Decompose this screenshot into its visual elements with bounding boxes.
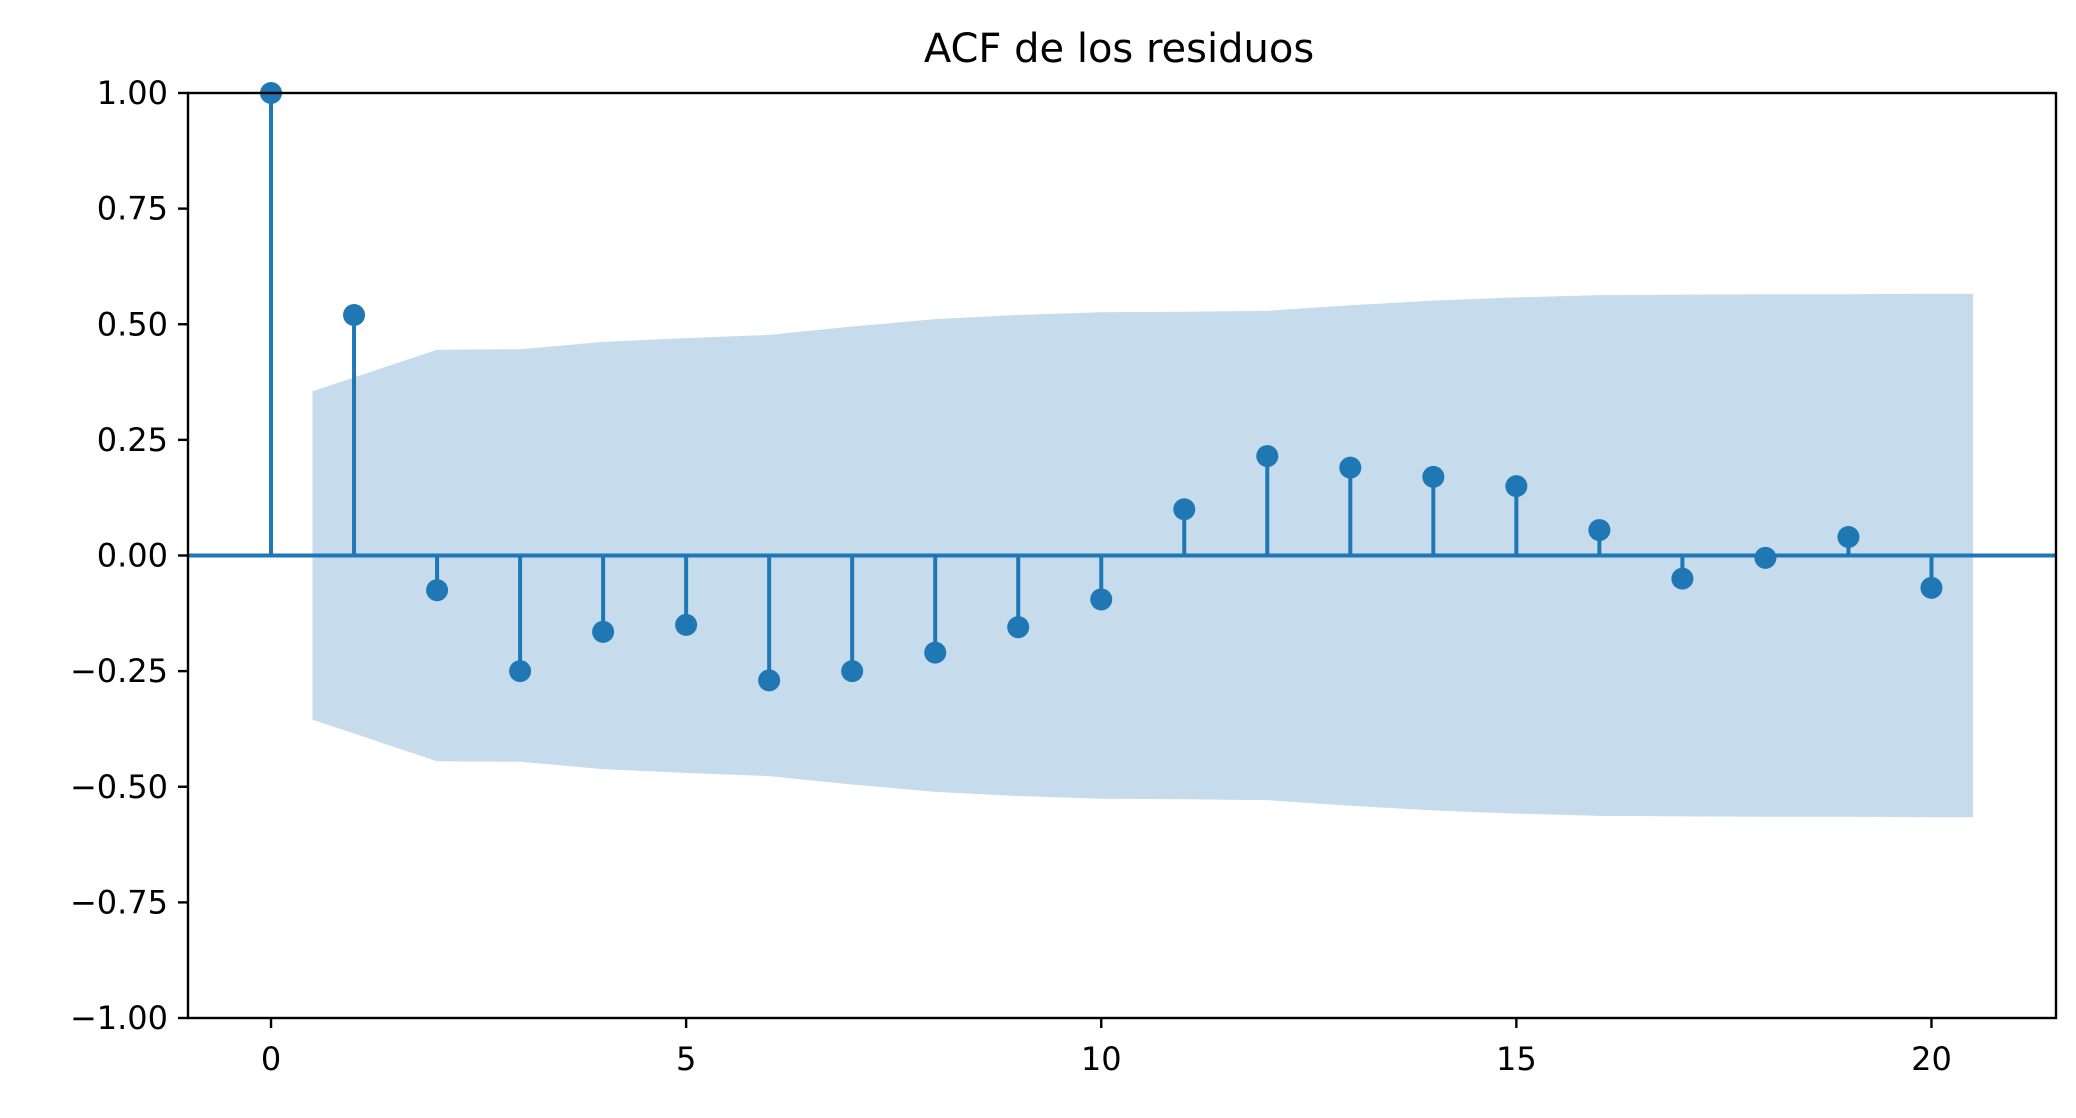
y-tick-label: −0.50 (70, 768, 168, 806)
y-tick-label: 0.50 (97, 305, 168, 343)
y-tick-label: 1.00 (97, 74, 168, 112)
acf-point-18 (1754, 546, 1777, 569)
acf-point-15 (1505, 475, 1528, 498)
x-tick-label: 20 (1911, 1040, 1952, 1078)
y-tick-label: −1.00 (70, 999, 168, 1037)
x-tick-label: 10 (1081, 1040, 1122, 1078)
x-ticks-layer: 0 5 10 15 20 (261, 1018, 1952, 1078)
acf-point-4 (592, 620, 615, 643)
acf-point-13 (1339, 456, 1362, 479)
y-tick-label: −0.25 (70, 652, 168, 690)
x-tick-label: 5 (676, 1040, 696, 1078)
stems-layer (260, 82, 1943, 692)
acf-point-9 (1007, 616, 1030, 639)
y-tick-label: 0.25 (97, 421, 168, 459)
y-tick-label: 0.75 (97, 190, 168, 228)
chart-title: ACF de los residuos (924, 26, 1314, 72)
x-tick-label: 15 (1496, 1040, 1537, 1078)
y-tick-label: −0.75 (70, 883, 168, 921)
acf-point-6 (758, 669, 781, 692)
acf-point-8 (924, 641, 947, 664)
acf-point-5 (675, 613, 698, 636)
acf-point-2 (426, 579, 449, 602)
acf-point-12 (1256, 445, 1279, 468)
acf-point-1 (343, 304, 366, 326)
acf-point-3 (509, 660, 532, 683)
acf-point-10 (1090, 588, 1113, 611)
acf-point-16 (1588, 519, 1611, 542)
y-ticks-layer: 1.00 0.75 0.50 0.25 0.00 −0.25 −0.50 −0.75 −1.00 (70, 74, 188, 1037)
y-tick-label: 0.00 (97, 537, 168, 575)
acf-point-11 (1173, 498, 1196, 521)
acf-point-17 (1671, 567, 1694, 590)
acf-point-7 (841, 660, 864, 683)
x-tick-label: 0 (261, 1040, 281, 1078)
acf-point-20 (1920, 576, 1943, 599)
acf-point-19 (1837, 526, 1860, 548)
acf-point-14 (1422, 465, 1445, 488)
